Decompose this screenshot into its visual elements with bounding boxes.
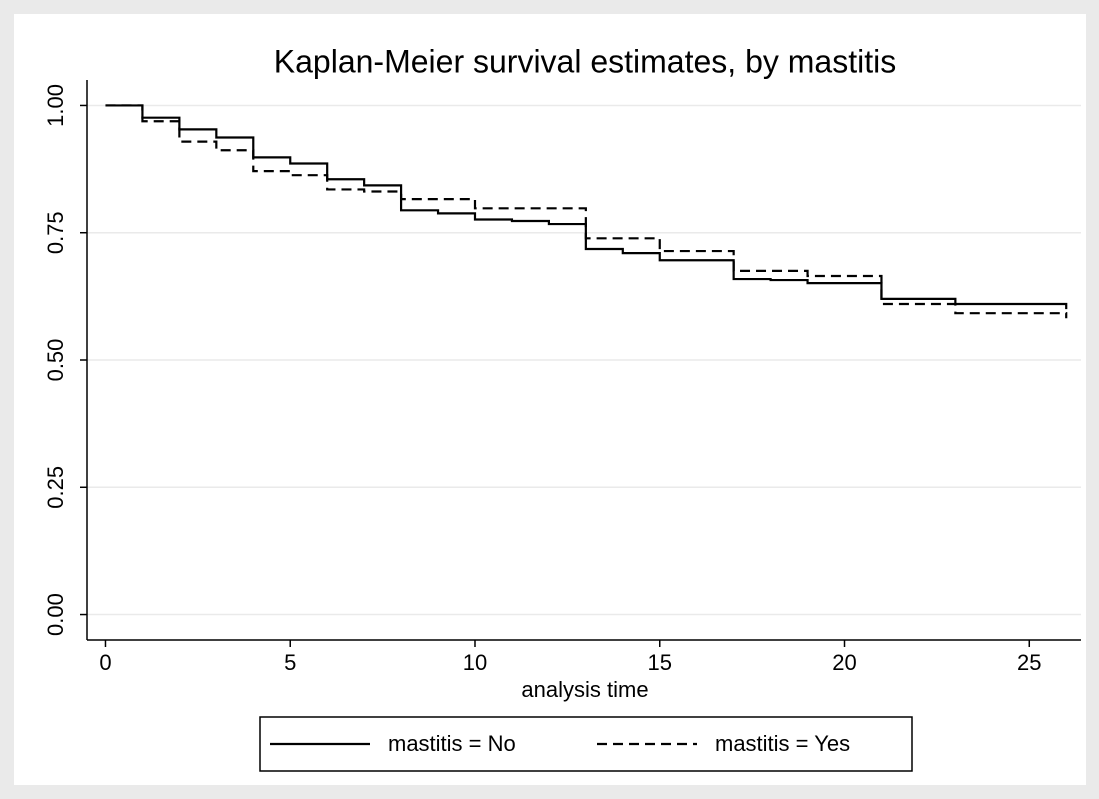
survival-curve: [105, 104, 1068, 310]
x-tick-label: 5: [284, 650, 296, 675]
legend-label: mastitis = No: [388, 731, 516, 756]
x-tick-label: 20: [832, 650, 856, 675]
y-tick-label: 0.50: [43, 339, 68, 382]
y-tick-label: 1.00: [43, 84, 68, 127]
survival-curve: [105, 104, 1068, 319]
x-axis-label: analysis time: [521, 677, 648, 702]
y-tick-label: 0.75: [43, 211, 68, 254]
x-tick-label: 15: [648, 650, 672, 675]
x-tick-label: 25: [1017, 650, 1041, 675]
y-tick-label: 0.25: [43, 466, 68, 509]
x-tick-label: 0: [99, 650, 111, 675]
y-tick-label: 0.00: [43, 593, 68, 636]
graph-region: [14, 14, 1086, 785]
chart-title: Kaplan-Meier survival estimates, by mast…: [274, 43, 896, 79]
legend-label: mastitis = Yes: [715, 731, 850, 756]
x-tick-label: 10: [463, 650, 487, 675]
